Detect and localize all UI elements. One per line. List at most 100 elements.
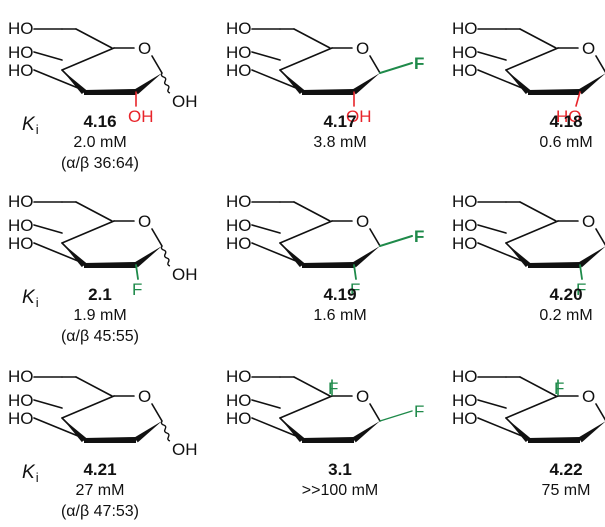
bond (379, 410, 413, 422)
bond (33, 69, 79, 89)
wedge-bond (134, 421, 162, 443)
bond (33, 417, 79, 437)
hydroxyl-6: HO (452, 19, 478, 38)
hydroxyl-6: HO (226, 19, 252, 38)
fluorine-5: F (554, 379, 564, 398)
bond (379, 62, 413, 74)
ring-oxygen: O (356, 387, 369, 406)
bond (293, 201, 331, 222)
fluorine-2: F (132, 280, 142, 299)
bond (279, 220, 333, 244)
bond (505, 220, 559, 244)
bold-bond (84, 89, 136, 95)
bond (477, 224, 507, 234)
wedge-bond (280, 70, 305, 95)
bond (379, 235, 413, 247)
hydroxyl-3: HO (8, 61, 34, 80)
compound-id: 4.17 (323, 112, 356, 131)
bond (477, 51, 507, 61)
bond (579, 264, 583, 280)
hydroxyl-4: HO (226, 43, 252, 62)
ki-label: Ki (22, 114, 39, 137)
hydroxyl-3: HO (8, 234, 34, 253)
bond (251, 242, 297, 262)
wedge-bond (506, 418, 531, 443)
bond (595, 403, 605, 421)
hydroxyl-6: HO (226, 367, 252, 386)
compound-id: 2.1 (88, 285, 112, 304)
hydroxyl-6: HO (452, 192, 478, 211)
hydroxyl-1: OH (172, 440, 198, 459)
wedge-bond (578, 73, 605, 95)
bond (151, 228, 163, 247)
bond (519, 28, 557, 49)
bond (353, 264, 357, 280)
bond (75, 28, 113, 49)
ki-label: Ki (22, 462, 39, 485)
hydroxyl-4: HO (8, 43, 34, 62)
bold-bond (302, 437, 354, 443)
wedge-bond (352, 421, 380, 443)
ring-oxygen: O (582, 39, 595, 58)
wedge-bond (280, 418, 305, 443)
anomer-ratio: (α/β 36:64) (61, 155, 139, 172)
ring-oxygen: O (356, 212, 369, 231)
bond (251, 224, 281, 234)
bond (575, 91, 581, 107)
bond (595, 228, 605, 246)
hydroxyl-3: HO (8, 409, 34, 428)
wedge-bond (506, 70, 531, 95)
bond (477, 417, 523, 437)
bond (505, 47, 559, 71)
fluorine-2: F (350, 280, 360, 299)
compound-id: 4.16 (83, 112, 116, 131)
ki-value: 0.2 mM (539, 307, 592, 324)
compound-id: 4.21 (83, 460, 116, 479)
bond (61, 220, 115, 244)
bond (505, 395, 559, 419)
hydroxyl-4: HO (226, 391, 252, 410)
hydroxyl-2: HO (556, 107, 582, 126)
bond (61, 47, 115, 71)
bond (251, 417, 297, 437)
compound-id: 4.18 (549, 112, 582, 131)
bold-bond (84, 437, 136, 443)
compound-id: 4.22 (549, 460, 582, 479)
ki-value: 3.8 mM (313, 134, 366, 151)
bond (251, 399, 281, 409)
ki-value: 0.6 mM (539, 134, 592, 151)
bond (293, 376, 331, 397)
fluorine-1: F (414, 227, 424, 246)
bond (477, 399, 507, 409)
hydroxyl-3: HO (226, 409, 252, 428)
hydroxyl-6: HO (452, 367, 478, 386)
bold-bond (302, 262, 354, 268)
hydroxyl-4: HO (452, 43, 478, 62)
bold-bond (302, 89, 354, 95)
ring-oxygen: O (356, 39, 369, 58)
bond (519, 376, 557, 397)
wedge-bond (578, 246, 605, 268)
hydroxyl-3: HO (226, 61, 252, 80)
compound-id: 3.1 (328, 460, 352, 479)
bond (279, 395, 333, 419)
ring-oxygen: O (582, 387, 595, 406)
bond (151, 55, 163, 74)
ring-oxygen: O (582, 212, 595, 231)
fluorine-2: F (576, 280, 586, 299)
ki-value: 27 mM (76, 482, 125, 499)
ki-value: 2.0 mM (73, 134, 126, 151)
wavy-bond (160, 420, 171, 442)
bond (33, 242, 79, 262)
ki-label: Ki (22, 287, 39, 310)
bold-bond (84, 262, 136, 268)
bond (369, 403, 381, 422)
bond (151, 403, 163, 422)
wedge-bond (280, 243, 305, 268)
bond (61, 395, 115, 419)
